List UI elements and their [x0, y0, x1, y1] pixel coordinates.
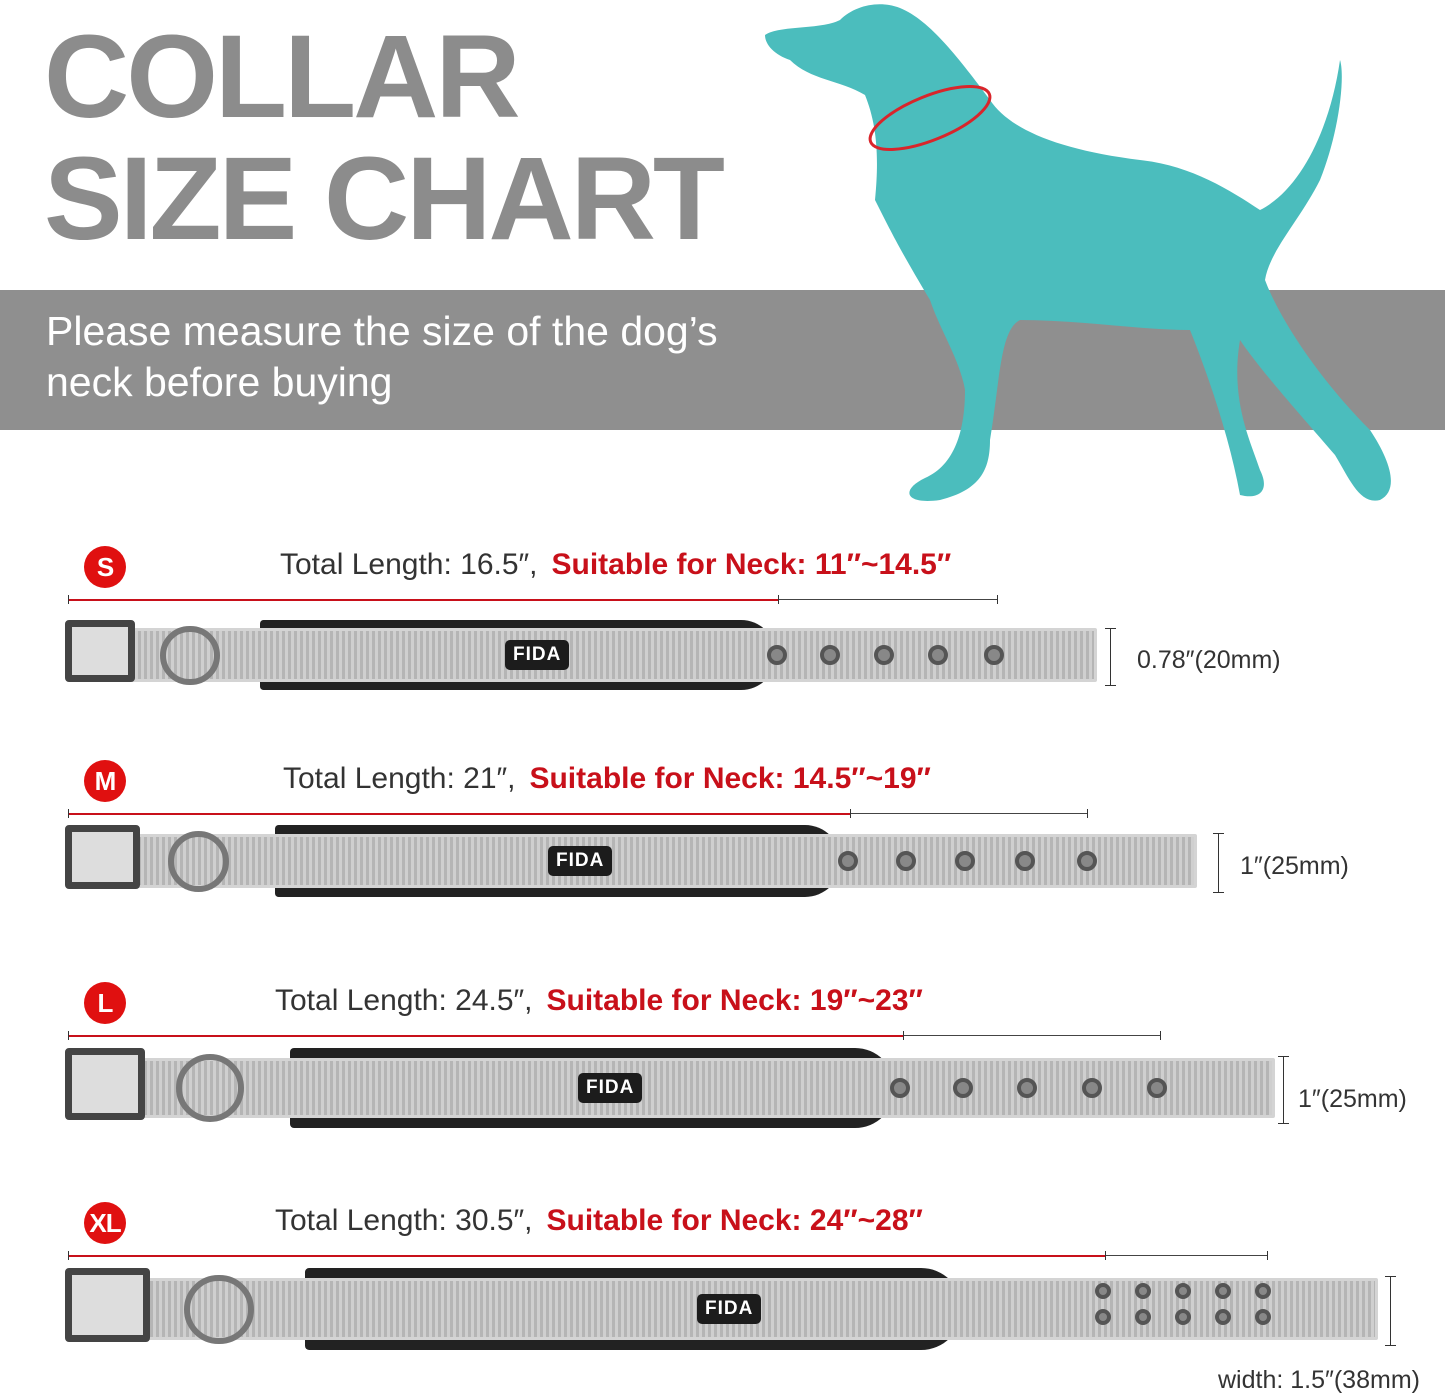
collar-hole — [838, 851, 858, 871]
tick — [1160, 1031, 1161, 1040]
collar-hole — [955, 851, 975, 871]
d-ring-icon — [184, 1274, 254, 1345]
neck-range: Suitable for Neck: 19″~23″ — [546, 984, 923, 1017]
collar-hole — [953, 1078, 973, 1098]
d-ring-icon — [160, 625, 220, 686]
size-badge: XL — [84, 1202, 126, 1244]
length-line — [68, 813, 850, 815]
collar-hole — [1082, 1078, 1102, 1098]
tick — [68, 595, 69, 604]
buckle-icon — [65, 825, 140, 889]
neck-range: Suitable for Neck: 24″~28″ — [546, 1204, 923, 1237]
total-length: Total Length: 30.5″, — [275, 1204, 533, 1237]
width-label: 1″(25mm) — [1298, 1085, 1407, 1113]
collar-hole — [1135, 1282, 1151, 1299]
collar-hole — [1255, 1282, 1271, 1299]
collar-hole — [1175, 1282, 1191, 1299]
tick — [903, 1031, 904, 1040]
adjust-range-line — [850, 813, 1087, 814]
collar-hole — [1077, 851, 1097, 871]
tick — [1105, 1251, 1106, 1260]
collar-hole — [767, 645, 787, 665]
buckle-icon — [65, 1048, 145, 1120]
neck-range: Suitable for Neck: 14.5″~19″ — [529, 762, 931, 795]
collar-hole — [984, 645, 1004, 665]
tick — [997, 595, 998, 604]
instruction-text: Please measure the size of the dog’s nec… — [46, 308, 718, 405]
width-bracket — [1105, 628, 1116, 686]
buckle-icon — [65, 620, 135, 682]
buckle-icon — [65, 1268, 150, 1342]
d-ring-icon — [176, 1054, 244, 1123]
adjust-range-line — [1105, 1255, 1267, 1256]
width-label: width: 1.5″(38mm) — [1218, 1366, 1420, 1394]
collar-hole — [1095, 1282, 1111, 1299]
brand-logo: FIDA — [548, 846, 613, 876]
tick — [68, 809, 69, 818]
width-label: 0.78″(20mm) — [1137, 646, 1281, 674]
collar-hole — [820, 645, 840, 665]
d-ring-icon — [168, 830, 230, 892]
tick — [68, 1031, 69, 1040]
width-bracket — [1213, 833, 1224, 893]
tick — [778, 595, 779, 604]
collar-hole — [1215, 1282, 1231, 1299]
collar-hole — [874, 645, 894, 665]
collar-hole — [896, 851, 916, 871]
total-length: Total Length: 24.5″, — [275, 984, 533, 1017]
brand-logo: FIDA — [578, 1073, 643, 1103]
neck-range: Suitable for Neck: 11″~14.5″ — [551, 548, 952, 581]
length-line — [68, 1255, 1105, 1257]
adjust-range-line — [903, 1035, 1160, 1036]
collar-image: FIDA — [65, 620, 1097, 690]
tick — [68, 1251, 69, 1260]
collar-hole — [1255, 1308, 1271, 1325]
length-line — [68, 599, 778, 601]
size-badge: S — [84, 546, 126, 588]
collar-hole — [1135, 1308, 1151, 1325]
dog-silhouette-icon — [765, 4, 1391, 501]
size-spec: Total Length: 24.5″, Suitable for Neck: 1… — [275, 984, 923, 1018]
title-line-1: COLLAR — [44, 11, 521, 143]
collar-hole — [1017, 1078, 1037, 1098]
size-spec: Total Length: 30.5″, Suitable for Neck: 2… — [275, 1204, 923, 1238]
collar-image: FIDA — [65, 1048, 1275, 1128]
brand-logo: FIDA — [505, 640, 570, 670]
total-length: Total Length: 21″, — [283, 762, 516, 795]
brand-logo: FIDA — [697, 1294, 762, 1324]
collar-image: FIDA — [65, 1268, 1378, 1350]
total-length: Total Length: 16.5″, — [280, 548, 538, 581]
tick — [1087, 809, 1088, 818]
collar-hole — [1215, 1308, 1231, 1325]
collar-hole — [928, 645, 948, 665]
width-label: 1″(25mm) — [1240, 852, 1349, 880]
collar-hole — [890, 1078, 910, 1098]
adjust-range-line — [778, 599, 997, 600]
collar-image: FIDA — [65, 825, 1197, 897]
collar-hole — [1147, 1078, 1167, 1098]
tick — [850, 809, 851, 818]
title-line-2: SIZE CHART — [44, 133, 725, 265]
collar-hole — [1175, 1308, 1191, 1325]
length-line — [68, 1035, 903, 1037]
size-badge: M — [84, 760, 126, 802]
collar-hole — [1015, 851, 1035, 871]
width-bracket — [1278, 1056, 1289, 1124]
tick — [1267, 1251, 1268, 1260]
collar-hole — [1095, 1308, 1111, 1325]
size-spec: Total Length: 21″, Suitable for Neck: 14.… — [283, 762, 931, 796]
width-bracket — [1385, 1276, 1396, 1346]
size-spec: Total Length: 16.5″, Suitable for Neck: 1… — [280, 548, 951, 582]
size-badge: L — [84, 982, 126, 1024]
